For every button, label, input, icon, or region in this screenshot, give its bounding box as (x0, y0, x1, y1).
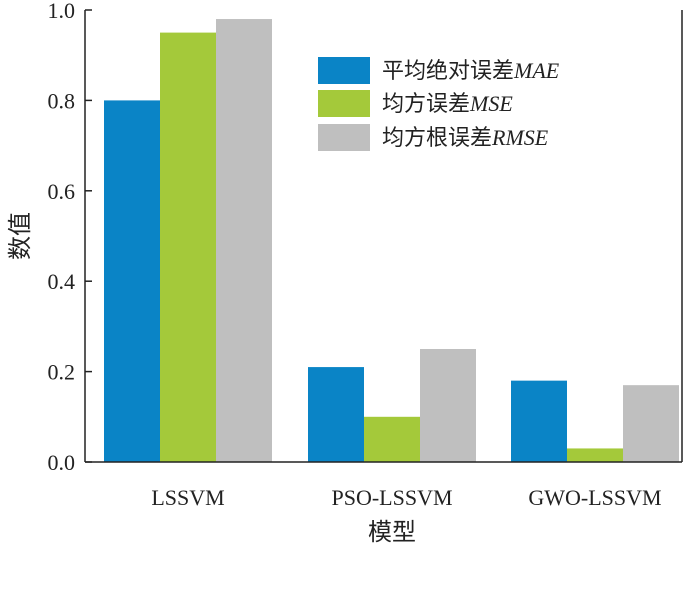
legend-label-cn: 均方误差 (382, 92, 470, 117)
legend-swatch-3 (318, 124, 370, 151)
y-axis-title: 数值 (6, 212, 34, 260)
y-tick-label: 0.2 (48, 360, 76, 385)
x-axis-title: 模型 (368, 518, 416, 546)
bar-3-gwo-lssvm (623, 385, 679, 462)
x-axis: LSSVM PSO-LSSVM GWO-LSSVM (85, 10, 683, 510)
y-tick-label: 1.0 (48, 0, 76, 23)
x-tick-label: GWO-LSSVM (528, 485, 661, 510)
bar-2-gwo-lssvm (567, 448, 623, 462)
bar-1-gwo-lssvm (511, 380, 567, 462)
legend-label-3: 均方根误差RMSE (382, 125, 549, 151)
legend-swatch-2 (318, 90, 370, 117)
x-tick-label: PSO-LSSVM (331, 485, 452, 510)
legend-swatch-1 (318, 57, 370, 84)
legend-label-abbr: MSE (469, 91, 513, 116)
y-tick-label: 0.6 (48, 179, 76, 204)
bar-1-pso-lssvm (308, 367, 364, 462)
y-axis: 0.0 0.2 0.4 0.6 0.8 1.0 (48, 0, 92, 475)
legend-label-abbr: RMSE (491, 125, 549, 150)
y-tick-label: 0.8 (48, 88, 76, 113)
bar-3-pso-lssvm (420, 349, 476, 462)
legend-label-2: 均方误差MSE (382, 91, 513, 117)
bar-2-lssvm (160, 32, 216, 462)
legend-label-1: 平均绝对误差MAE (382, 58, 560, 84)
legend-label-abbr: MAE (513, 58, 560, 83)
bar-2-pso-lssvm (364, 416, 420, 462)
legend-label-cn: 均方根误差 (382, 126, 492, 151)
y-tick-label: 0.4 (48, 269, 76, 294)
legend-label-cn: 平均绝对误差 (382, 59, 514, 84)
bar-1-lssvm (104, 100, 160, 463)
y-tick-label: 0.0 (48, 450, 76, 475)
x-tick-label: LSSVM (151, 485, 224, 510)
bar-3-lssvm (216, 19, 272, 462)
plot-area (104, 19, 679, 463)
